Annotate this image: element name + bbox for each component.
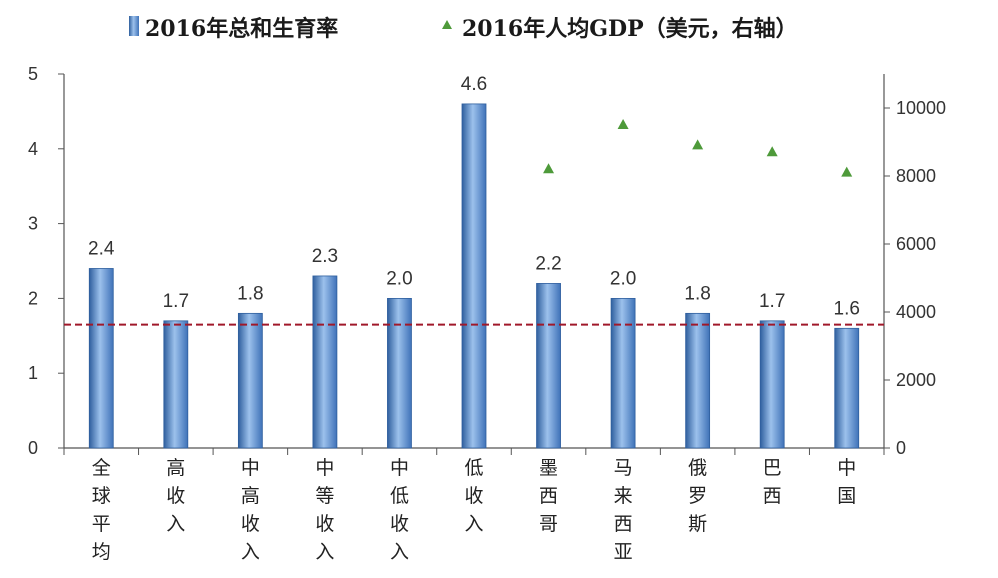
category-label: 低收入 bbox=[464, 457, 483, 535]
gdp-markers bbox=[543, 119, 853, 177]
bar bbox=[237, 312, 263, 449]
category-label: 中高收入 bbox=[241, 457, 260, 563]
bar-value-label: 1.6 bbox=[834, 298, 860, 319]
gdp-marker bbox=[617, 119, 629, 129]
bar-value-label: 1.8 bbox=[684, 283, 710, 304]
gdp-marker bbox=[692, 139, 704, 150]
right-tick-label: 10000 bbox=[896, 98, 946, 118]
bar-value-label: 1.7 bbox=[163, 291, 189, 312]
gdp-marker bbox=[543, 163, 555, 174]
legend-bar-swatch bbox=[129, 16, 139, 36]
bar-value-label: 2.3 bbox=[312, 246, 338, 267]
bar bbox=[834, 327, 860, 449]
gdp-marker bbox=[841, 166, 853, 177]
right-tick-label: 4000 bbox=[896, 302, 936, 322]
category-labels: 全球平均 高收入 中高收入 中等收入 中低收入 低收入 墨西哥 马来西亚 俄罗斯 巴西 中国 bbox=[92, 457, 856, 563]
bar-value-label: 2.0 bbox=[386, 268, 412, 289]
right-axis-ticks: 0 2000 4000 6000 8000 10000 bbox=[884, 98, 946, 458]
bar-value-label: 2.2 bbox=[535, 253, 561, 274]
category-label: 全球平均 bbox=[92, 457, 111, 563]
bar bbox=[685, 312, 711, 449]
category-label: 高收入 bbox=[166, 457, 185, 535]
right-tick-label: 6000 bbox=[896, 234, 936, 254]
right-tick-label: 2000 bbox=[896, 370, 936, 390]
bar bbox=[88, 268, 114, 449]
left-tick-label: 0 bbox=[28, 438, 38, 458]
bar-value-label: 2.0 bbox=[610, 268, 636, 289]
category-label: 巴西 bbox=[763, 457, 782, 507]
bar bbox=[461, 103, 487, 449]
bar bbox=[759, 320, 785, 449]
category-label: 马来西亚 bbox=[614, 457, 633, 563]
left-axis-ticks: 0 1 2 3 4 5 bbox=[28, 64, 64, 458]
gdp-marker bbox=[766, 146, 778, 157]
bar bbox=[536, 283, 561, 449]
bar bbox=[610, 297, 636, 449]
legend-marker-swatch bbox=[442, 20, 452, 29]
bar-value-label: 1.7 bbox=[759, 291, 785, 312]
bar-value-label: 4.6 bbox=[461, 74, 487, 95]
data-labels: 2.4 1.7 1.8 2.3 2.0 4.6 2.2 2.0 1.8 1.7 1.6 bbox=[88, 74, 860, 319]
legend-bar-label: 2016年总和生育率 bbox=[145, 16, 338, 42]
right-tick-label: 8000 bbox=[896, 166, 936, 186]
right-tick-label: 0 bbox=[896, 438, 906, 458]
bar-value-label: 1.8 bbox=[237, 283, 263, 304]
legend-marker-label: 2016年人均GDP（美元，右轴） bbox=[462, 16, 798, 42]
category-label: 俄罗斯 bbox=[688, 457, 707, 535]
left-tick-label: 2 bbox=[28, 288, 38, 308]
bar-value-label: 2.4 bbox=[88, 238, 115, 259]
category-label: 中国 bbox=[837, 457, 856, 507]
bar bbox=[163, 320, 189, 449]
left-tick-label: 5 bbox=[28, 64, 38, 84]
category-label: 中等收入 bbox=[315, 457, 334, 563]
category-label: 墨西哥 bbox=[539, 457, 558, 535]
legend: 2016年总和生育率 2016年人均GDP（美元，右轴） bbox=[129, 16, 798, 42]
bars bbox=[88, 103, 860, 449]
left-tick-label: 4 bbox=[28, 139, 38, 159]
bar bbox=[387, 297, 412, 449]
category-label: 中低收入 bbox=[390, 457, 409, 563]
bar bbox=[312, 275, 338, 449]
left-tick-label: 3 bbox=[28, 214, 38, 234]
left-tick-label: 1 bbox=[28, 363, 38, 383]
